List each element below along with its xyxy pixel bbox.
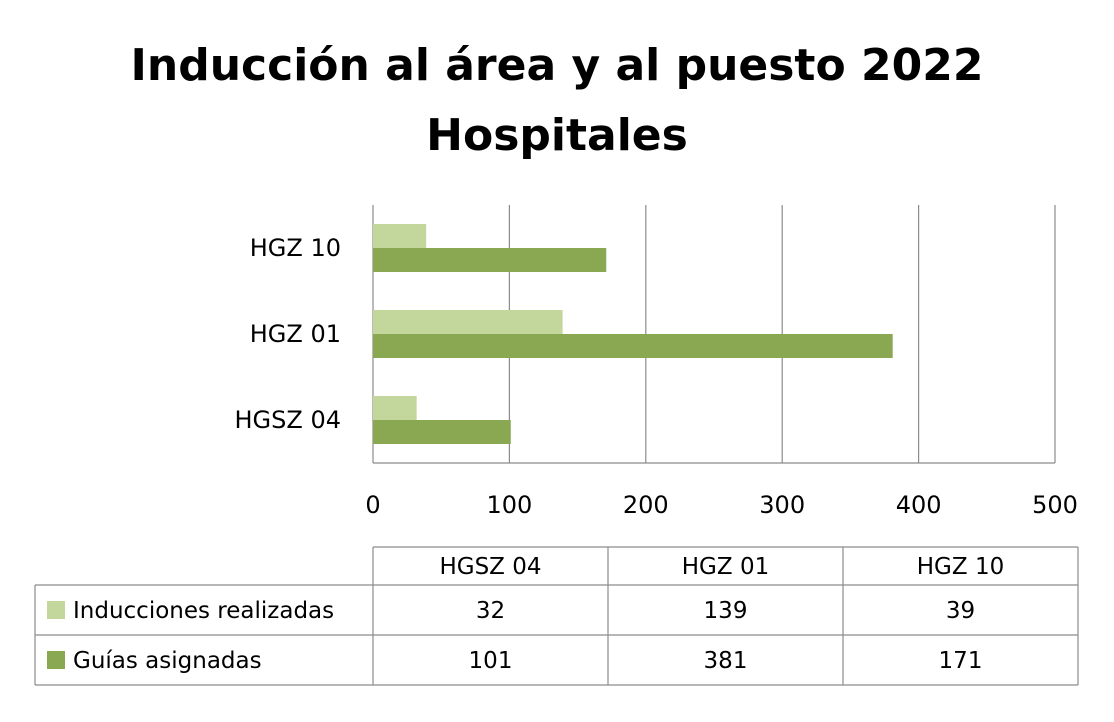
category-label-hgz-01: HGZ 01 <box>250 320 341 348</box>
data-table: HGSZ 04 HGZ 01 HGZ 10 Inducciones realizada… <box>34 546 1079 686</box>
category-label-hgsz-04: HGSZ 04 <box>235 406 342 434</box>
legend-swatch-inducciones-realizadas <box>47 601 65 619</box>
table-value-inducciones-realizadas-hgz-01: 139 <box>704 598 748 624</box>
tick-labels: 0 100 200 300 400 500 <box>365 491 1078 519</box>
legend-label-inducciones-realizadas: Inducciones realizadas <box>73 598 334 624</box>
table-value-inducciones-realizadas-hgsz-04: 32 <box>476 598 505 624</box>
x-tick-label-0: 0 <box>365 491 380 519</box>
bar-gu-as-asignadas-hgz-01 <box>373 334 893 358</box>
x-tick-label-300: 300 <box>759 491 805 519</box>
category-label-hgz-10: HGZ 10 <box>250 234 341 262</box>
table-header-hgz-10: HGZ 10 <box>917 554 1004 580</box>
table-value-gu-as-asignadas-hgsz-04: 101 <box>469 648 513 674</box>
x-tick-label-400: 400 <box>896 491 942 519</box>
table-header-hgsz-04: HGSZ 04 <box>439 554 541 580</box>
legend-swatch-gu-as-asignadas <box>47 651 65 669</box>
category-labels: HGSZ 04 HGZ 01 HGZ 10 <box>235 234 342 434</box>
legend-label-gu-as-asignadas: Guías asignadas <box>73 648 262 674</box>
bars <box>373 224 893 444</box>
bar-inducciones-realizadas-hgz-01 <box>373 310 563 334</box>
chart-title-line-1: Inducción al área y al puesto 2022 <box>131 40 984 91</box>
table-value-inducciones-realizadas-hgz-10: 39 <box>946 598 975 624</box>
bar-inducciones-realizadas-hgz-10 <box>373 224 427 248</box>
table-value-gu-as-asignadas-hgz-01: 381 <box>704 648 748 674</box>
bar-gu-as-asignadas-hgz-10 <box>373 248 607 272</box>
bar-gu-as-asignadas-hgsz-04 <box>373 420 511 444</box>
table-value-gu-as-asignadas-hgz-10: 171 <box>939 648 983 674</box>
bar-inducciones-realizadas-hgsz-04 <box>373 396 417 420</box>
table-header-hgz-01: HGZ 01 <box>682 554 769 580</box>
x-tick-label-200: 200 <box>623 491 669 519</box>
x-tick-label-500: 500 <box>1032 491 1078 519</box>
chart-title-line-2: Hospitales <box>426 110 688 161</box>
x-tick-label-100: 100 <box>486 491 532 519</box>
